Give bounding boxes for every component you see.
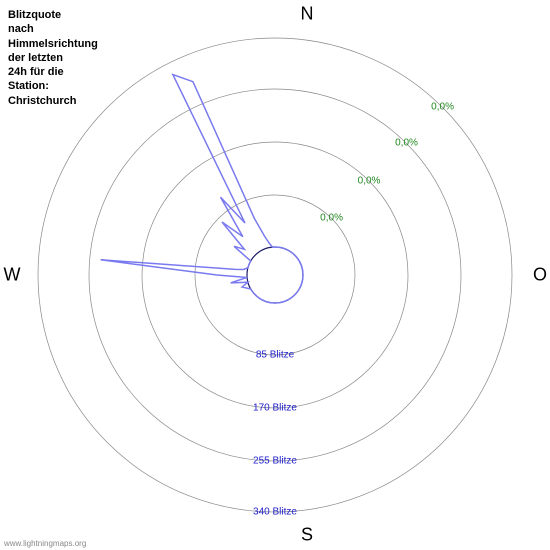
ring-label-pct: 0,0% xyxy=(320,213,343,224)
footer-credit: www.lightningmaps.org xyxy=(4,539,86,548)
data-polyline xyxy=(101,75,303,303)
compass-s: S xyxy=(301,525,313,546)
ring-label-count: 85 Blitze xyxy=(256,350,294,361)
ring-label-count: 170 Blitze xyxy=(253,403,297,414)
ring-label-count: 340 Blitze xyxy=(253,507,297,518)
ring-label-pct: 0,0% xyxy=(358,175,381,186)
compass-o: O xyxy=(533,265,547,286)
ring-label-pct: 0,0% xyxy=(395,138,418,149)
compass-n: N xyxy=(301,4,314,25)
compass-w: W xyxy=(4,265,21,286)
ring-label-pct: 0,0% xyxy=(431,102,454,113)
ring-label-count: 255 Blitze xyxy=(253,456,297,467)
chart-title: BlitzquotenachHimmelsrichtungder letzten… xyxy=(8,8,98,108)
